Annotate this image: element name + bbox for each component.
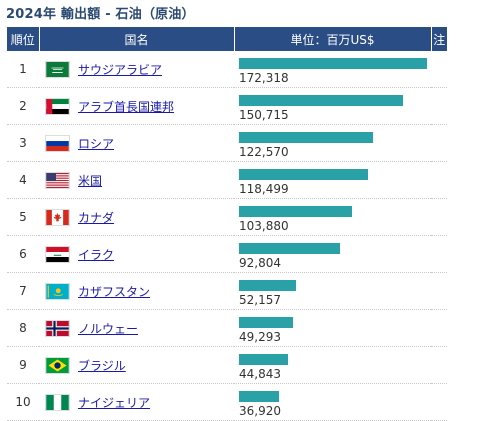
rank-cell: 4 bbox=[7, 161, 39, 199]
country-link[interactable]: ナイジェリア bbox=[78, 395, 151, 410]
country-cell: アラブ首長国連邦 bbox=[39, 87, 234, 125]
country-cell: ノルウェー bbox=[39, 309, 234, 347]
country-cell: ブラジル bbox=[39, 346, 234, 384]
table-row: 4 米国 118,499 bbox=[7, 161, 447, 199]
country-link[interactable]: カザフスタン bbox=[78, 284, 151, 299]
value-text: 103,880 bbox=[239, 218, 289, 233]
rank-cell: 1 bbox=[7, 51, 39, 88]
note-cell bbox=[431, 272, 447, 310]
note-cell bbox=[431, 198, 447, 236]
country-link[interactable]: ブラジル bbox=[78, 358, 126, 373]
column-header-name: 国名 bbox=[39, 27, 235, 51]
nigeria-flag-icon bbox=[45, 393, 70, 411]
value-bar bbox=[239, 94, 403, 106]
column-header-note: 注 bbox=[431, 27, 447, 51]
usa-flag-icon bbox=[45, 171, 70, 189]
ranking-table: 順位 国名 単位：百万US$ 注 1 サウジアラビア 172,318 2 アラブ首長国連… bbox=[7, 27, 447, 421]
value-cell: 92,804 bbox=[234, 235, 431, 273]
country-cell: イラク bbox=[39, 235, 234, 273]
value-bar bbox=[239, 57, 427, 69]
table-row: 7 カザフスタン 52,157 bbox=[7, 272, 447, 310]
value-bar bbox=[239, 131, 373, 143]
page-title: 2024年 輸出額 - 石油（原油） bbox=[6, 7, 195, 22]
saudi-arabia-flag-icon bbox=[45, 60, 70, 78]
country-link[interactable]: サウジアラビア bbox=[78, 62, 163, 77]
value-text: 92,804 bbox=[239, 255, 281, 270]
table-row: 8 ノルウェー 49,293 bbox=[7, 309, 447, 347]
table-row: 9 ブラジル 44,843 bbox=[7, 346, 447, 384]
kazakhstan-flag-icon bbox=[45, 282, 70, 300]
value-cell: 49,293 bbox=[234, 309, 431, 347]
table-row: 6 イラク 92,804 bbox=[7, 235, 447, 273]
norway-flag-icon bbox=[45, 319, 70, 337]
country-cell: カザフスタン bbox=[39, 272, 234, 310]
table-row: 1 サウジアラビア 172,318 bbox=[7, 51, 447, 88]
value-cell: 52,157 bbox=[234, 272, 431, 310]
rank-cell: 7 bbox=[7, 272, 39, 310]
value-text: 49,293 bbox=[239, 329, 281, 344]
note-cell bbox=[431, 383, 447, 421]
value-text: 36,920 bbox=[239, 403, 281, 418]
rank-cell: 3 bbox=[7, 124, 39, 162]
rank-cell: 8 bbox=[7, 309, 39, 347]
note-cell bbox=[431, 346, 447, 384]
table-row: 2 アラブ首長国連邦 150,715 bbox=[7, 87, 447, 125]
value-cell: 103,880 bbox=[234, 198, 431, 236]
note-cell bbox=[431, 51, 447, 88]
rank-cell: 9 bbox=[7, 346, 39, 384]
country-link[interactable]: イラク bbox=[78, 247, 115, 262]
iraq-flag-icon bbox=[45, 245, 70, 263]
column-header-value: 単位：百万US$ bbox=[234, 27, 432, 51]
value-bar bbox=[239, 168, 368, 180]
table-row: 3 ロシア 122,570 bbox=[7, 124, 447, 162]
value-cell: 118,499 bbox=[234, 161, 431, 199]
russia-flag-icon bbox=[45, 134, 70, 152]
value-bar bbox=[239, 205, 352, 217]
value-text: 172,318 bbox=[239, 70, 289, 85]
value-cell: 44,843 bbox=[234, 346, 431, 384]
value-bar bbox=[239, 242, 340, 254]
note-cell bbox=[431, 87, 447, 125]
country-cell: ロシア bbox=[39, 124, 234, 162]
country-link[interactable]: ノルウェー bbox=[78, 321, 139, 336]
country-cell: カナダ bbox=[39, 198, 234, 236]
value-text: 118,499 bbox=[239, 181, 289, 196]
note-cell bbox=[431, 235, 447, 273]
country-cell: 米国 bbox=[39, 161, 234, 199]
value-text: 150,715 bbox=[239, 107, 289, 122]
value-cell: 172,318 bbox=[234, 51, 431, 88]
value-bar bbox=[239, 316, 293, 328]
value-text: 122,570 bbox=[239, 144, 289, 159]
value-bar bbox=[239, 279, 296, 291]
table-header-row: 順位 国名 単位：百万US$ 注 bbox=[7, 27, 447, 51]
country-link[interactable]: カナダ bbox=[78, 210, 115, 225]
table-row: 5 カナダ 103,880 bbox=[7, 198, 447, 236]
value-cell: 122,570 bbox=[234, 124, 431, 162]
rank-cell: 2 bbox=[7, 87, 39, 125]
note-cell bbox=[431, 309, 447, 347]
country-link[interactable]: アラブ首長国連邦 bbox=[78, 99, 175, 114]
rank-cell: 6 bbox=[7, 235, 39, 273]
note-cell bbox=[431, 161, 447, 199]
value-text: 52,157 bbox=[239, 292, 281, 307]
country-link[interactable]: ロシア bbox=[78, 136, 115, 151]
value-text: 44,843 bbox=[239, 366, 281, 381]
column-header-rank: 順位 bbox=[7, 27, 40, 51]
rank-cell: 10 bbox=[7, 383, 39, 421]
value-cell: 150,715 bbox=[234, 87, 431, 125]
country-cell: サウジアラビア bbox=[39, 51, 234, 88]
country-cell: ナイジェリア bbox=[39, 383, 234, 421]
brazil-flag-icon bbox=[45, 356, 70, 374]
value-bar bbox=[239, 390, 279, 402]
canada-flag-icon bbox=[45, 208, 70, 226]
uae-flag-icon bbox=[45, 97, 70, 115]
table-row: 10 ナイジェリア 36,920 bbox=[7, 383, 447, 421]
country-link[interactable]: 米国 bbox=[78, 173, 103, 188]
note-cell bbox=[431, 124, 447, 162]
value-cell: 36,920 bbox=[234, 383, 431, 421]
rank-cell: 5 bbox=[7, 198, 39, 236]
value-bar bbox=[239, 353, 288, 365]
